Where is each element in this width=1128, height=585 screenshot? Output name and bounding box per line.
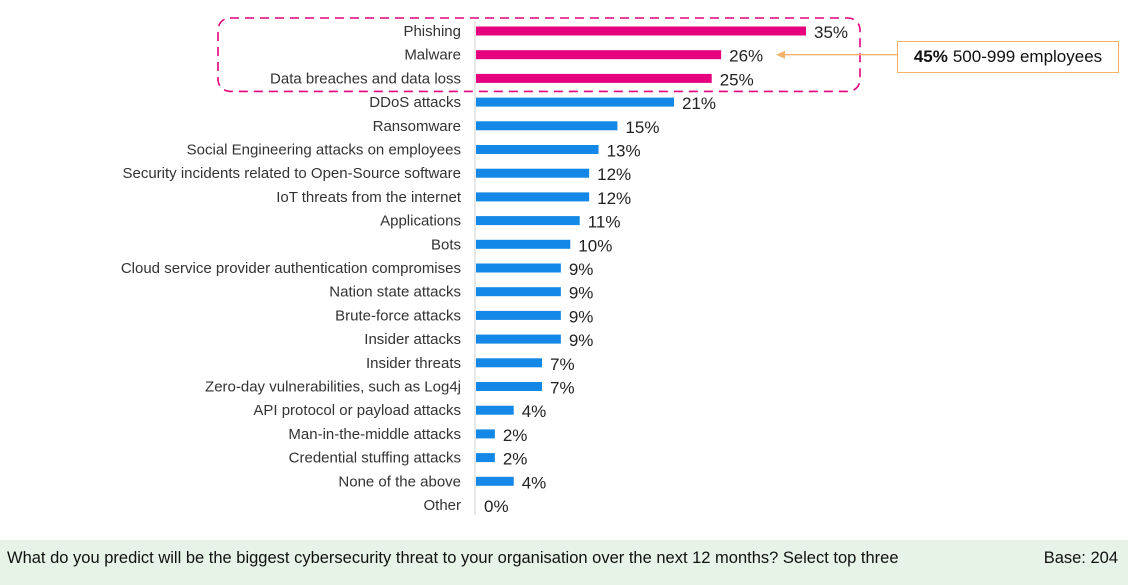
- value-label: 9%: [569, 331, 594, 350]
- value-label: 21%: [682, 94, 716, 113]
- value-label: 7%: [550, 379, 575, 398]
- category-label: Cloud service provider authentication co…: [121, 260, 461, 277]
- value-label: 15%: [625, 118, 659, 137]
- category-label: Phishing: [403, 23, 461, 40]
- value-label: 4%: [522, 402, 547, 421]
- category-label: Applications: [380, 213, 461, 230]
- bar: [476, 239, 571, 249]
- value-label: 7%: [550, 355, 575, 374]
- category-label: Insider attacks: [364, 331, 461, 348]
- bar: [476, 382, 542, 391]
- value-label: 2%: [503, 450, 528, 469]
- base-count: Base: 204: [1043, 549, 1118, 567]
- value-label: 9%: [569, 307, 594, 326]
- bar: [476, 145, 599, 154]
- callout-arrowhead: [776, 50, 785, 59]
- category-label: Malware: [404, 47, 461, 64]
- callout-value: 45%: [913, 47, 948, 66]
- bar: [476, 405, 514, 415]
- category-label: API protocol or payload attacks: [253, 402, 461, 419]
- footer-bar: What do you predict will be the biggest …: [0, 540, 1128, 585]
- category-label: Zero-day vulnerabilities, such as Log4j: [205, 379, 461, 396]
- bar: [476, 358, 542, 368]
- survey-question: What do you predict will be the biggest …: [7, 549, 899, 567]
- category-label: Other: [423, 497, 461, 514]
- value-label: 12%: [597, 165, 631, 184]
- bar: [476, 453, 495, 463]
- category-label: Insider threats: [366, 355, 461, 372]
- value-label: 9%: [569, 284, 594, 303]
- value-label: 9%: [569, 260, 594, 279]
- category-label: Social Engineering attacks on employees: [187, 142, 461, 159]
- bar-chart: Phishing 35% Malware 26% Data breaches and d…: [121, 17, 897, 516]
- category-label: Bots: [431, 236, 461, 253]
- value-label: 35%: [814, 23, 848, 42]
- bar: [476, 73, 712, 83]
- bar: [476, 429, 495, 439]
- category-label: Brute-force attacks: [335, 307, 461, 324]
- value-label: 26%: [729, 47, 763, 66]
- category-label: Man-in-the-middle attacks: [288, 426, 461, 443]
- callout-text: 500-999 employees: [952, 47, 1103, 66]
- bar: [476, 263, 561, 273]
- bar: [476, 334, 561, 344]
- value-label: 4%: [522, 473, 547, 492]
- bar: [476, 216, 580, 226]
- category-label: Ransomware: [373, 118, 461, 135]
- category-label: Credential stuffing attacks: [289, 450, 461, 467]
- bar: [476, 168, 590, 178]
- bar: [476, 50, 722, 60]
- category-label: Security incidents related to Open-Sourc…: [122, 165, 461, 182]
- bar: [476, 287, 561, 297]
- bar: [476, 310, 561, 320]
- bar: [476, 192, 590, 202]
- category-label: Nation state attacks: [329, 284, 461, 301]
- value-label: 13%: [607, 142, 641, 161]
- bar: [476, 97, 674, 107]
- value-label: 12%: [597, 189, 631, 208]
- value-label: 25%: [720, 70, 754, 89]
- bar: [476, 26, 806, 36]
- bar: [476, 121, 618, 131]
- bar: [476, 476, 514, 486]
- category-label: DDoS attacks: [369, 94, 461, 111]
- category-label: Data breaches and data loss: [270, 70, 461, 87]
- category-label: IoT threats from the internet: [276, 189, 462, 206]
- value-label: 11%: [588, 213, 621, 232]
- category-label: None of the above: [338, 473, 461, 490]
- value-label: 10%: [578, 236, 612, 255]
- callout-box: 45% 500-999 employees: [897, 41, 1119, 73]
- value-label: 0%: [484, 497, 509, 516]
- value-label: 2%: [503, 426, 528, 445]
